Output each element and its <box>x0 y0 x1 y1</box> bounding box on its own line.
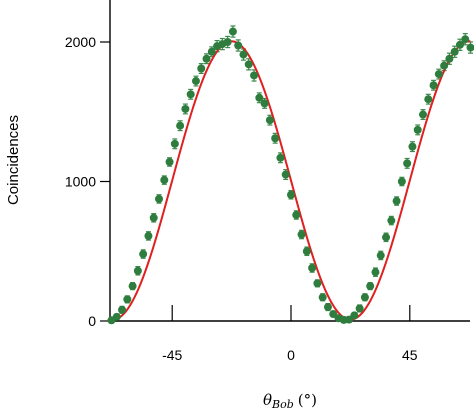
data-point <box>323 303 332 312</box>
data-point <box>371 268 380 277</box>
data-point <box>271 134 280 143</box>
data-point <box>413 125 422 134</box>
data-point <box>170 139 179 148</box>
data-point <box>308 263 317 272</box>
data-point <box>112 312 121 321</box>
data-point <box>292 210 301 219</box>
data-point <box>223 38 232 46</box>
data-point <box>466 43 474 52</box>
x-axis-label-subscript: Bob <box>271 398 294 411</box>
data-point <box>429 81 438 90</box>
error-bars <box>108 25 474 324</box>
data-point <box>287 190 295 199</box>
y-tick-label: 1000 <box>65 174 96 190</box>
data-point <box>450 47 459 56</box>
data-point <box>408 142 417 151</box>
data-point <box>397 177 406 186</box>
data-point <box>255 93 264 102</box>
y-tick-label: 2000 <box>65 34 96 50</box>
data-point <box>376 251 385 260</box>
x-axis-label: θBob (°) <box>263 391 317 411</box>
x-tick-label: 45 <box>402 347 418 363</box>
x-ticks: -45 0 45 <box>162 305 418 363</box>
data-point <box>165 157 174 166</box>
x-tick-label: 0 <box>287 347 295 363</box>
data-point <box>197 64 206 73</box>
data-point <box>144 231 153 240</box>
x-axis-label-symbol: θ <box>263 391 272 409</box>
data-point <box>318 293 327 302</box>
data-point <box>244 60 253 69</box>
fit-curve <box>111 40 471 321</box>
data-point <box>186 90 195 99</box>
data-point <box>191 77 200 86</box>
data-point <box>455 40 464 49</box>
x-axis-label-unit: (°) <box>298 391 317 409</box>
data-point <box>355 304 364 313</box>
data-point <box>234 41 243 50</box>
data-point <box>118 305 127 314</box>
data-point <box>155 194 163 203</box>
data-point <box>139 250 148 259</box>
data-point <box>440 61 449 70</box>
data-point <box>434 70 443 79</box>
data-point <box>176 121 185 130</box>
data-point <box>281 170 290 179</box>
data-point <box>403 159 412 168</box>
data-point <box>424 95 433 104</box>
data-point <box>392 197 401 206</box>
y-ticks: 0 1000 2000 <box>65 34 110 329</box>
data-point <box>128 282 137 291</box>
data-point <box>202 54 211 63</box>
data-point <box>239 50 248 59</box>
data-point <box>297 230 306 239</box>
data-point <box>360 293 369 302</box>
data-point <box>313 279 322 288</box>
data-point <box>445 54 454 63</box>
data-point <box>461 35 470 44</box>
data-point <box>419 110 427 119</box>
y-axis-label: Coincidences <box>5 115 22 205</box>
data-point <box>366 282 375 291</box>
data-point <box>387 216 396 225</box>
data-point <box>302 247 311 256</box>
data-point <box>382 233 391 242</box>
data-point <box>207 47 216 56</box>
data-point <box>123 295 132 304</box>
data-point <box>265 116 274 125</box>
data-point <box>276 153 285 162</box>
data-point <box>250 71 259 80</box>
data-point <box>149 213 158 222</box>
y-tick-label: 0 <box>88 313 96 329</box>
data-point <box>260 99 269 108</box>
data-point <box>228 27 237 36</box>
data-point <box>133 266 142 275</box>
data-point <box>181 104 190 113</box>
x-tick-label: -45 <box>162 347 182 363</box>
data-point <box>350 311 359 320</box>
data-points <box>107 27 474 325</box>
data-point <box>160 176 169 185</box>
